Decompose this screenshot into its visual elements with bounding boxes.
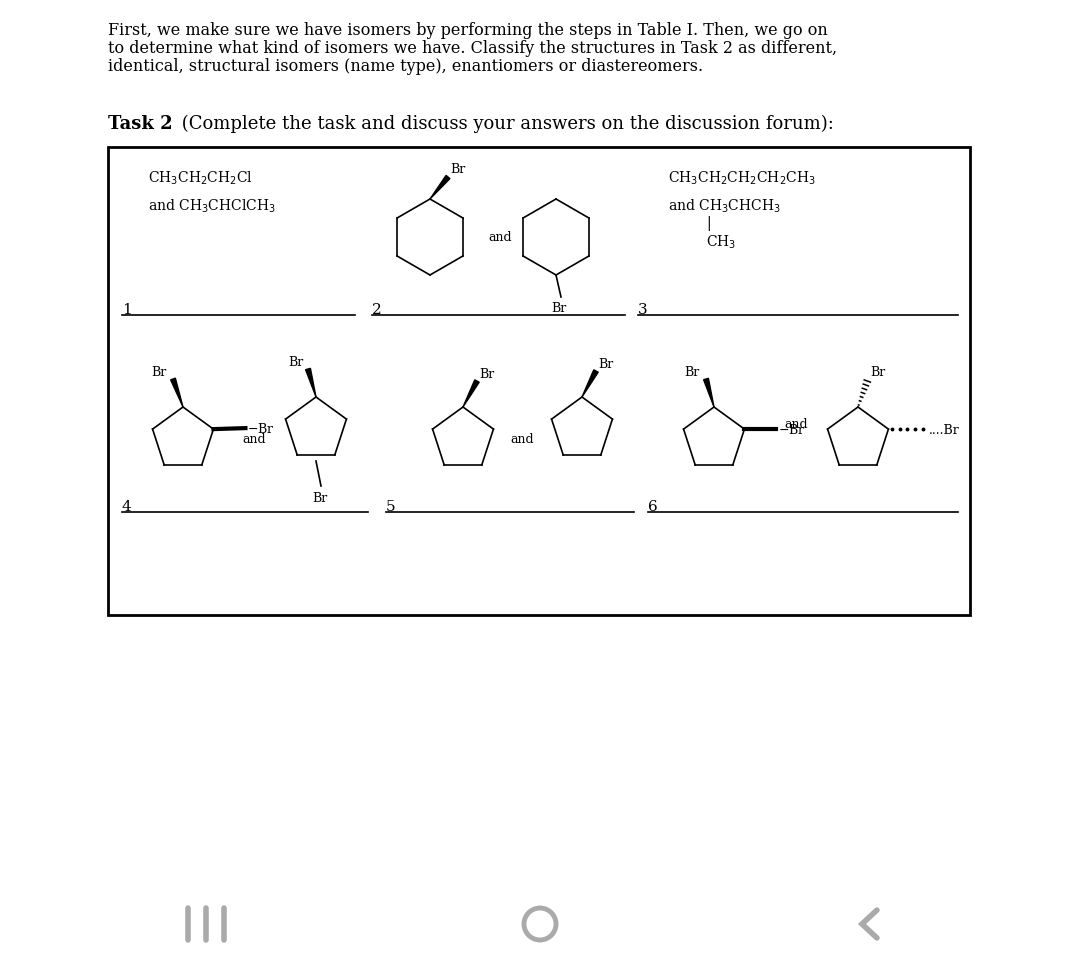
- Text: $-$Br: $-$Br: [779, 423, 806, 437]
- Text: Br: Br: [552, 302, 567, 315]
- Text: identical, structural isomers (name type), enantiomers or diastereomers.: identical, structural isomers (name type…: [108, 58, 703, 75]
- Text: and CH$_3$CHClCH$_3$: and CH$_3$CHClCH$_3$: [148, 197, 275, 215]
- Text: |: |: [706, 216, 711, 231]
- Polygon shape: [430, 176, 450, 199]
- Text: Br: Br: [151, 365, 166, 379]
- Bar: [108, 148, 970, 616]
- Text: CH$_3$CH$_2$CH$_2$Cl: CH$_3$CH$_2$CH$_2$Cl: [148, 170, 253, 188]
- Polygon shape: [703, 379, 714, 407]
- Text: 4: 4: [122, 499, 132, 514]
- Text: Br: Br: [312, 491, 327, 504]
- Text: to determine what kind of isomers we have. Classify the structures in Task 2 as : to determine what kind of isomers we hav…: [108, 40, 837, 57]
- Text: and: and: [784, 418, 808, 431]
- Text: 3: 3: [638, 303, 648, 317]
- Text: and: and: [242, 433, 266, 446]
- Text: 1: 1: [122, 303, 132, 317]
- Text: and CH$_3$CHCH$_3$: and CH$_3$CHCH$_3$: [669, 197, 781, 215]
- Text: Br: Br: [288, 356, 303, 368]
- Text: CH$_3$: CH$_3$: [706, 234, 737, 251]
- Text: Br: Br: [480, 367, 495, 381]
- Polygon shape: [463, 380, 480, 407]
- Text: (Complete the task and discuss your answers on the discussion forum):: (Complete the task and discuss your answ…: [176, 115, 834, 133]
- Text: and: and: [510, 433, 534, 446]
- Text: First, we make sure we have isomers by performing the steps in Table I. Then, we: First, we make sure we have isomers by p…: [108, 21, 827, 39]
- Text: 5: 5: [386, 499, 395, 514]
- Polygon shape: [171, 379, 183, 407]
- Text: Br: Br: [684, 365, 699, 379]
- Text: 2: 2: [372, 303, 381, 317]
- Text: Task 2: Task 2: [108, 115, 173, 133]
- Polygon shape: [306, 369, 316, 398]
- Polygon shape: [582, 370, 598, 398]
- Text: Br: Br: [450, 163, 465, 176]
- Text: ....Br: ....Br: [929, 423, 959, 436]
- Text: and: and: [488, 232, 512, 244]
- Text: $-$Br: $-$Br: [247, 422, 275, 436]
- Text: 6: 6: [648, 499, 658, 514]
- Text: Br: Br: [870, 365, 886, 379]
- Text: Br: Br: [598, 358, 613, 370]
- Text: CH$_3$CH$_2$CH$_2$CH$_2$CH$_3$: CH$_3$CH$_2$CH$_2$CH$_2$CH$_3$: [669, 170, 816, 188]
